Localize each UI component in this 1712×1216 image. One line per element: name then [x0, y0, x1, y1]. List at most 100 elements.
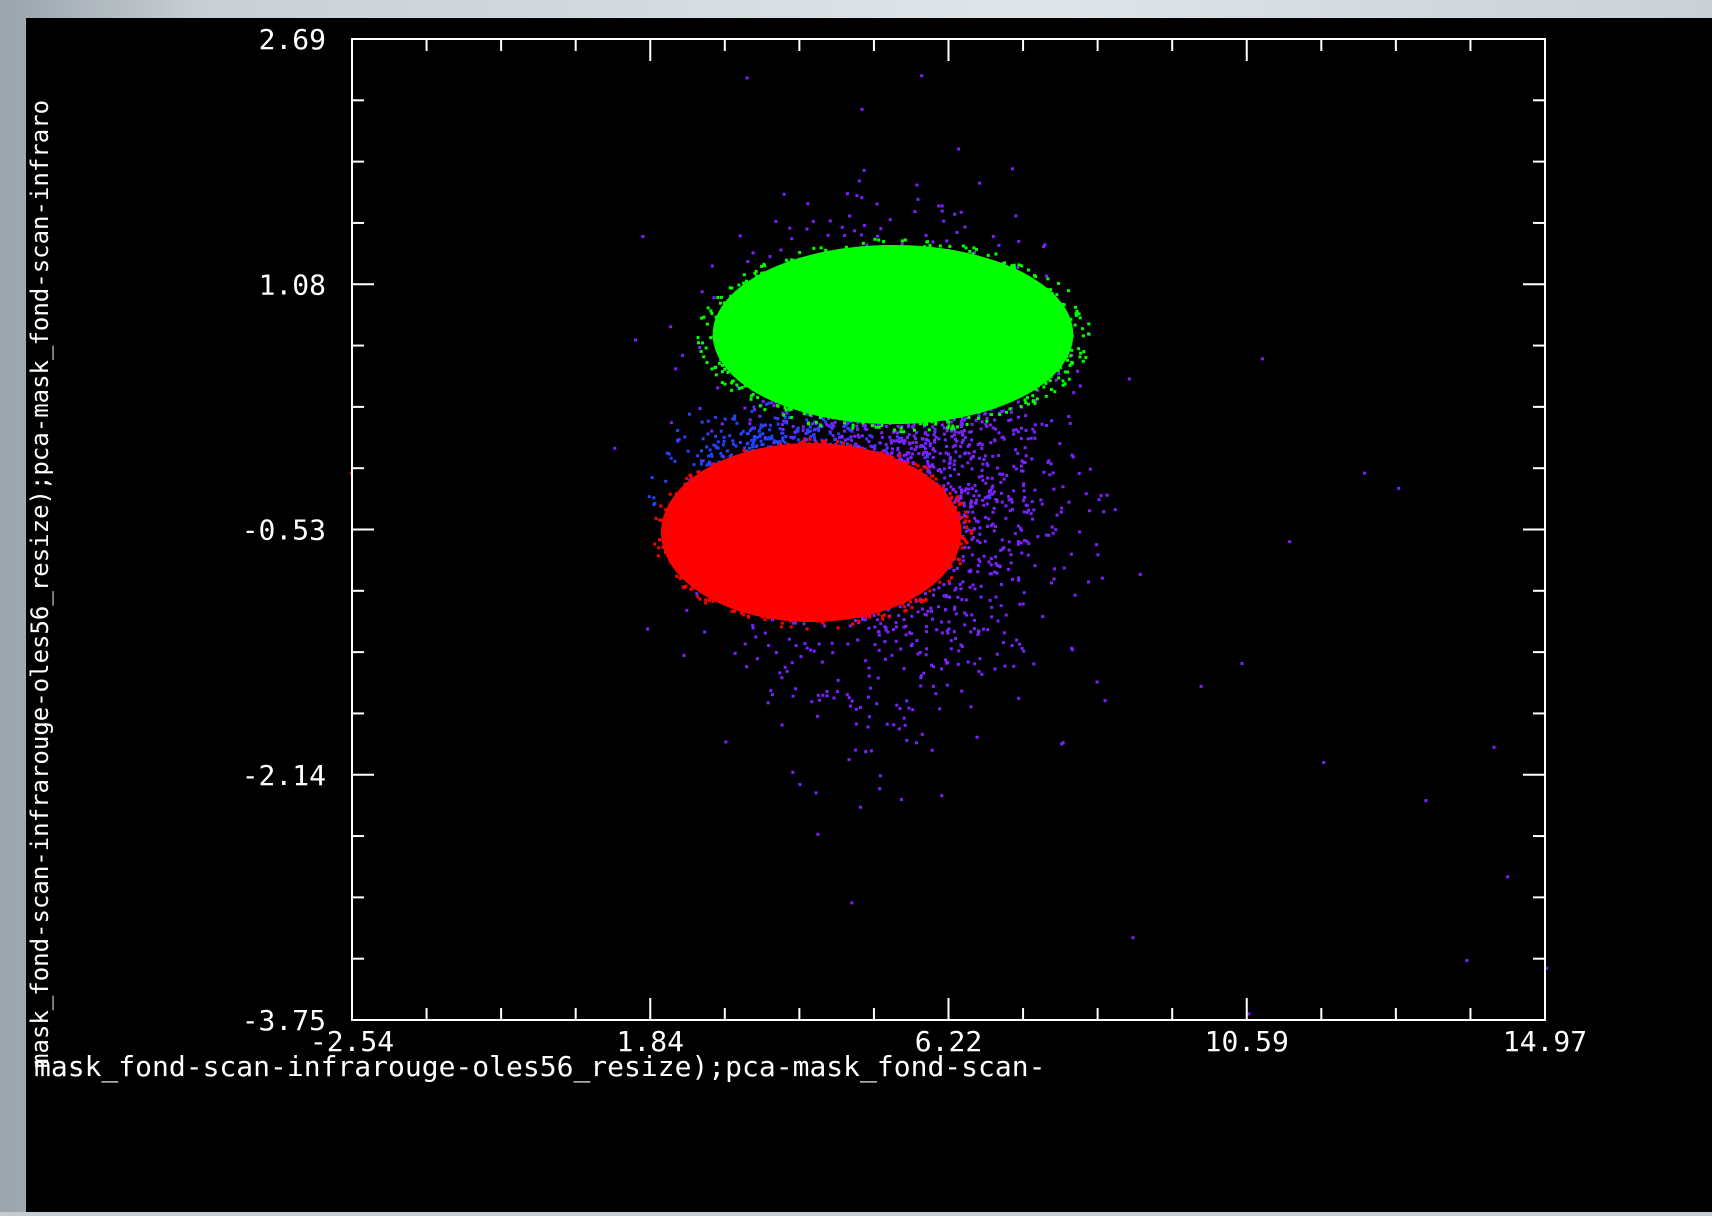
data-point [991, 426, 995, 430]
data-point [818, 415, 822, 419]
data-point [722, 328, 726, 332]
data-point [948, 249, 952, 253]
data-point [942, 413, 946, 417]
data-point [984, 481, 988, 485]
data-point [1001, 641, 1005, 645]
data-point [653, 542, 657, 546]
data-point [1022, 649, 1026, 653]
data-point [805, 627, 809, 631]
data-point [776, 404, 780, 408]
data-point [806, 202, 810, 206]
data-point [925, 240, 929, 244]
data-point [910, 632, 914, 636]
data-point [727, 303, 731, 307]
data-point [735, 351, 739, 355]
data-point [1036, 535, 1040, 539]
data-point [706, 590, 710, 594]
data-point [729, 351, 733, 355]
data-point [751, 426, 755, 430]
data-point [888, 435, 892, 439]
outlier-point [1545, 966, 1548, 970]
data-point [997, 431, 1001, 435]
data-point [1032, 508, 1036, 512]
data-point [977, 414, 981, 418]
data-point [966, 262, 970, 266]
data-point [973, 618, 977, 622]
data-point [916, 414, 920, 418]
data-point [853, 229, 857, 233]
data-point [743, 642, 747, 646]
data-point [1048, 473, 1052, 477]
data-point [996, 619, 1000, 623]
data-point [685, 476, 689, 480]
data-point [780, 423, 784, 427]
data-point [768, 428, 772, 432]
data-point [739, 454, 743, 458]
data-point [721, 455, 725, 459]
data-point [850, 699, 854, 703]
data-point [689, 473, 693, 477]
data-point [755, 435, 759, 439]
data-point [879, 602, 883, 606]
data-point [1039, 498, 1043, 502]
data-point [947, 579, 951, 583]
data-point [1019, 426, 1023, 430]
data-point [849, 455, 853, 459]
data-point [977, 494, 981, 498]
data-point [731, 439, 735, 443]
data-point [961, 559, 965, 563]
data-point [1050, 292, 1054, 296]
x-tick-label: -2.54 [310, 1025, 394, 1058]
data-point [868, 615, 872, 619]
data-point [679, 560, 683, 564]
data-point [874, 461, 878, 465]
data-point [798, 257, 802, 261]
data-point [1003, 664, 1007, 668]
data-point [891, 447, 895, 451]
data-point [791, 265, 795, 269]
data-point [813, 616, 817, 620]
data-point [718, 463, 722, 467]
data-point [1051, 319, 1055, 323]
data-point [1057, 281, 1061, 285]
data-point [914, 598, 918, 602]
data-point [999, 491, 1003, 495]
data-point [1024, 391, 1028, 395]
data-point [1017, 239, 1021, 243]
data-point [952, 463, 956, 467]
data-point [864, 249, 868, 253]
data-point [829, 409, 833, 413]
data-point [1052, 487, 1056, 491]
data-point [892, 465, 896, 469]
data-point [899, 430, 903, 434]
data-point [785, 448, 789, 452]
data-point [781, 431, 785, 435]
data-point [970, 422, 974, 426]
data-point [885, 254, 889, 258]
data-point [945, 413, 949, 417]
data-point [787, 409, 791, 413]
data-point [871, 445, 875, 449]
data-point [758, 454, 762, 458]
data-point [969, 457, 973, 461]
data-point [971, 583, 975, 587]
data-point [948, 474, 952, 478]
data-point [1016, 540, 1020, 544]
data-point [753, 271, 757, 275]
data-point [1005, 273, 1009, 277]
data-point [1033, 423, 1037, 427]
data-point [856, 433, 860, 437]
data-point [730, 332, 734, 336]
data-point [919, 585, 923, 589]
data-point [740, 385, 744, 389]
data-point [736, 341, 740, 345]
data-point [1036, 384, 1040, 388]
data-point [733, 316, 737, 320]
data-point [976, 443, 980, 447]
data-point [1009, 395, 1013, 399]
data-point [1035, 397, 1039, 401]
data-point [902, 625, 906, 629]
data-point [716, 295, 720, 299]
data-point [942, 219, 946, 223]
data-point [816, 693, 820, 697]
